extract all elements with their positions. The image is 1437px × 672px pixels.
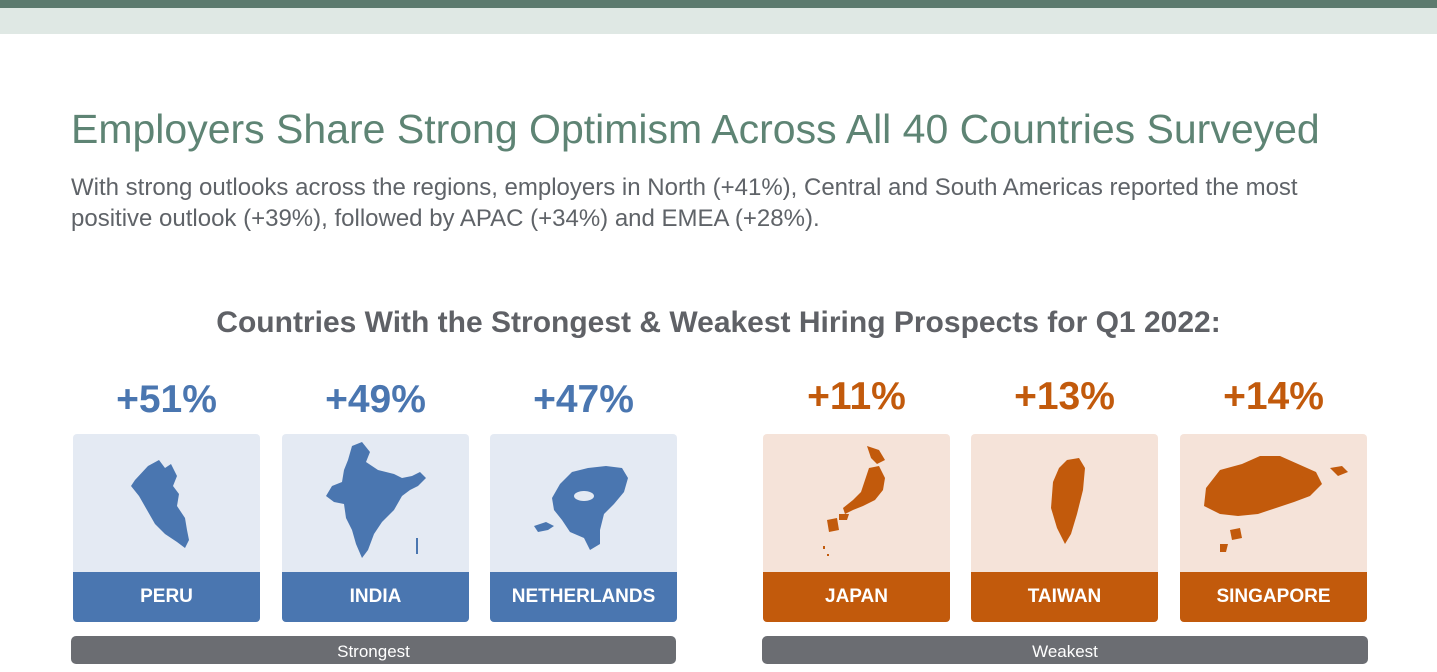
top-band xyxy=(0,8,1437,34)
percent-netherlands: +47% xyxy=(533,378,634,421)
page-title: Employers Share Strong Optimism Across A… xyxy=(71,106,1320,152)
country-card-japan: JAPAN xyxy=(763,434,950,622)
country-label-netherlands: NETHERLANDS xyxy=(490,572,677,622)
section-title: Countries With the Strongest & Weakest H… xyxy=(216,306,1221,339)
country-card-netherlands: NETHERLANDS xyxy=(490,434,677,622)
country-label-japan: JAPAN xyxy=(763,572,950,622)
taiwan-map-icon xyxy=(1051,458,1085,544)
country-card-peru: PERU xyxy=(73,434,260,622)
country-label-peru: PERU xyxy=(73,572,260,622)
japan-map-icon xyxy=(823,446,885,556)
top-accent-bar xyxy=(0,0,1437,8)
page-subtitle: With strong outlooks across the regions,… xyxy=(71,174,1298,232)
percent-singapore: +14% xyxy=(1223,375,1324,418)
percent-india: +49% xyxy=(325,378,426,421)
netherlands-map-icon xyxy=(534,466,628,550)
percent-japan: +11% xyxy=(807,375,906,418)
peru-map-icon xyxy=(131,460,189,548)
country-label-taiwan: TAIWAN xyxy=(971,572,1158,622)
country-label-singapore: SINGAPORE xyxy=(1180,572,1367,622)
singapore-map-icon xyxy=(1204,456,1348,552)
weakest-group-label: Weakest xyxy=(762,636,1368,664)
country-card-singapore: SINGAPORE xyxy=(1180,434,1367,622)
country-card-india: INDIA xyxy=(282,434,469,622)
country-card-taiwan: TAIWAN xyxy=(971,434,1158,622)
strongest-group-label: Strongest xyxy=(71,636,676,664)
percent-peru: +51% xyxy=(116,378,217,421)
percent-taiwan: +13% xyxy=(1014,375,1115,418)
india-map-icon xyxy=(326,442,426,558)
country-label-india: INDIA xyxy=(282,572,469,622)
